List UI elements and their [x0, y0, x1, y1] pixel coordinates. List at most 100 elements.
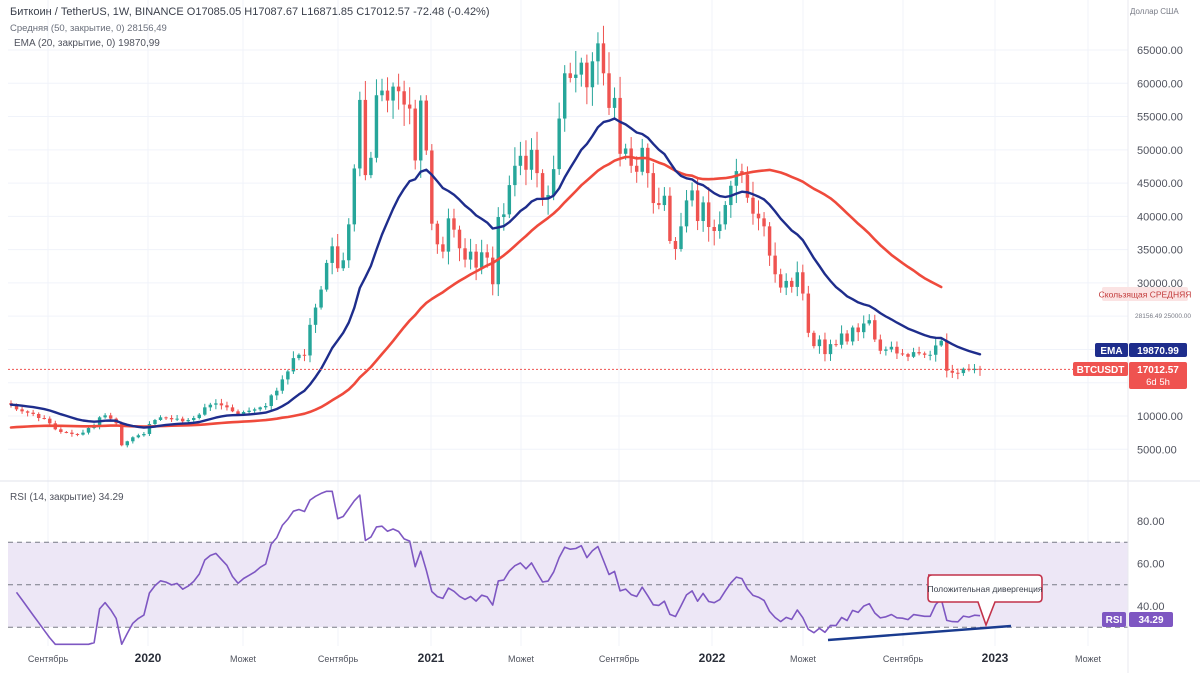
candle-body [889, 346, 894, 350]
price-tick-label: 60000.00 [1137, 78, 1183, 90]
legend-rsi: RSI (14, закрытие) 34.29 [10, 492, 124, 503]
candle-body [540, 173, 545, 198]
candle-body [269, 395, 273, 407]
candle-body [258, 407, 262, 410]
candle-body [906, 354, 910, 357]
candle-body [153, 419, 157, 424]
candle-body [668, 195, 672, 241]
candle-body [945, 340, 949, 371]
rsi-tick-label: 40.00 [1137, 601, 1165, 613]
candle-body [745, 174, 750, 198]
candle-body [562, 73, 567, 119]
candle-body [441, 244, 445, 252]
candle-body [407, 104, 412, 109]
candle-body [867, 320, 871, 324]
candle-body [529, 149, 534, 170]
rsi-tag[interactable]: RSI 34.29 [1102, 612, 1173, 627]
candle-body [712, 227, 716, 232]
candle-body [308, 324, 312, 356]
candle-body [347, 224, 351, 261]
ema-tag[interactable]: EMA 19870.99 [1095, 343, 1187, 357]
candle-body [607, 73, 611, 108]
candle-body [646, 147, 650, 174]
candle-body [773, 255, 777, 275]
candle-body [225, 405, 229, 408]
candle-body [120, 423, 124, 446]
candle-body [590, 61, 595, 88]
candle-body [131, 437, 135, 442]
candle-body [546, 195, 550, 198]
candle-body [20, 409, 24, 412]
candle-body [806, 293, 811, 333]
candle-body [762, 218, 766, 227]
candle-body [679, 226, 683, 249]
candle-body [651, 173, 656, 204]
candle-body [640, 147, 644, 172]
candle-body [463, 248, 467, 260]
candle-body [845, 333, 849, 342]
candle-body [579, 62, 584, 75]
ema20-line [9, 117, 982, 429]
candle-body [391, 86, 395, 101]
candle-body [275, 390, 279, 396]
candle-body [900, 353, 905, 355]
legend-ma: Средняя (50, закрытие, 0) 28156,49 [10, 23, 167, 34]
candle-body [756, 213, 761, 219]
candle-body [933, 345, 938, 355]
candle-body [424, 100, 429, 151]
candle-body [341, 260, 345, 269]
candle-body [502, 214, 506, 218]
currency-label: Доллар США [1130, 7, 1179, 16]
time-tick-label: Можеt [1075, 654, 1102, 664]
candle-body [186, 419, 190, 422]
candle-body [358, 99, 362, 169]
time-tick-label: Можеt [230, 654, 257, 664]
candle-body [241, 412, 246, 415]
candle-body [878, 339, 883, 351]
candle-body [701, 202, 705, 222]
ma-side-tag[interactable]: Скользящая СРЕДНЯЯ [1099, 287, 1192, 301]
candle-body [873, 320, 877, 340]
candle-body [884, 349, 888, 351]
candle-body [585, 62, 589, 88]
candle-body [812, 332, 816, 347]
price-tick-label: 45000.00 [1137, 178, 1183, 190]
candle-body [485, 252, 489, 258]
time-tick-label: Сентябрь [28, 654, 69, 664]
candle-body [956, 372, 960, 374]
candle-body [734, 171, 739, 186]
price-candles[interactable] [9, 25, 982, 448]
rsi-axis[interactable]: 40.00 60.00 80.00 [1137, 516, 1165, 613]
price-axis[interactable]: 5000.00 10000.00 30000.00 35000.00 40000.00 4… [1137, 45, 1183, 456]
candle-body [850, 327, 855, 342]
price-tag-name: BTCUSDT [1077, 365, 1125, 376]
candle-body [103, 415, 107, 418]
candle-body [363, 99, 368, 176]
rsi-tick-label: 60.00 [1137, 559, 1165, 571]
candle-body [48, 418, 52, 424]
ma-small-values: 28156.49 25000.00 [1135, 313, 1191, 320]
candle-body [352, 168, 357, 225]
price-tick-label: 35000.00 [1137, 245, 1183, 257]
candle-body [86, 427, 91, 433]
candle-body [70, 432, 74, 434]
candle-body [319, 289, 323, 308]
rsi-tag-name: RSI [1106, 615, 1123, 626]
price-tag-countdown: 6d 5h [1146, 377, 1170, 388]
candle-body [767, 226, 772, 256]
candle-body [828, 344, 833, 355]
price-tick-label: 55000.00 [1137, 112, 1183, 124]
grid-lines [8, 0, 1128, 646]
candle-body [961, 368, 966, 374]
candle-body [14, 404, 19, 410]
candle-body [524, 155, 528, 170]
candle-body [950, 370, 955, 373]
candle-body [31, 412, 35, 415]
candle-body [507, 185, 512, 215]
legend-main: Биткоин / TetherUS, 1W, BINANCE O17085.0… [10, 6, 490, 18]
legend-ema: EMA (20, закрытие, 0) 19870,99 [14, 38, 160, 49]
candle-body [25, 411, 30, 413]
candle-body [446, 218, 451, 252]
time-axis[interactable]: Сентябрь 2020 Можеt Сентябрь 2021 Можеt Сентяб… [28, 651, 1102, 665]
price-tag[interactable]: BTCUSDT 17012.57 6d 5h [1073, 362, 1187, 389]
